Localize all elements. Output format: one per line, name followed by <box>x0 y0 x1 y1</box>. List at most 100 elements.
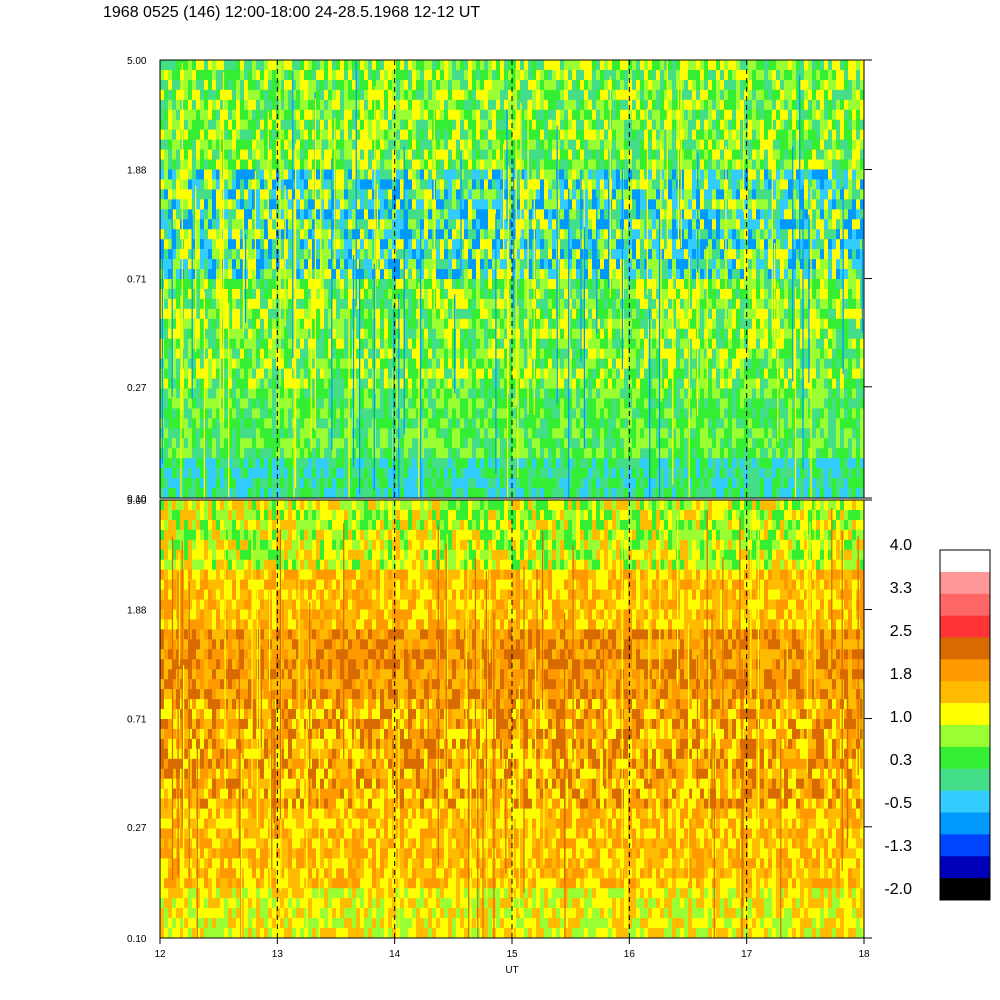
spectrogram-cell <box>604 348 609 360</box>
spectrogram-cell <box>588 129 593 141</box>
spectrogram-cell <box>524 288 529 300</box>
spectrogram-cell <box>492 129 497 141</box>
spectrogram-cell <box>260 298 265 310</box>
spectrogram-cell <box>356 259 361 270</box>
spectrogram-cell <box>560 318 565 330</box>
spectrogram-cell <box>588 478 593 489</box>
spectrogram-cell <box>324 129 329 141</box>
spectrogram-cell <box>388 398 393 409</box>
spectrogram-cell <box>340 279 345 290</box>
spectrogram-cell <box>404 358 409 369</box>
spectrogram-cell <box>480 199 485 210</box>
spectrogram-cell <box>252 488 257 499</box>
spectrogram-cell <box>484 448 489 459</box>
spectrogram-cell <box>164 418 169 429</box>
spectrogram-cell <box>472 189 477 200</box>
spectrogram-cell <box>344 269 349 280</box>
spectrogram-cell <box>552 378 557 389</box>
spectrogram-cell <box>248 219 253 230</box>
spectrogram-cell <box>500 448 505 459</box>
spectrogram-cell <box>428 249 433 260</box>
spectrogram-cell <box>448 179 453 190</box>
spectrogram-cell <box>364 109 369 121</box>
spectrogram-cell <box>272 338 277 350</box>
spectrogram-cell <box>160 69 165 81</box>
spectrogram-cell <box>480 308 485 320</box>
spectrogram-cell <box>264 398 269 409</box>
spectrogram-cell <box>384 408 389 419</box>
spectrogram-cell <box>288 438 293 449</box>
spectrogram-cell <box>200 338 205 350</box>
spectrogram-cell <box>192 249 197 260</box>
spectrogram-cell <box>472 318 477 330</box>
spectrogram-cell <box>164 468 169 479</box>
spectrogram-cell <box>456 239 461 250</box>
spectrogram-cell <box>496 418 501 429</box>
spectrogram-cell <box>560 388 565 399</box>
spectrogram-cell <box>484 179 489 190</box>
spectrogram-cell <box>292 109 297 121</box>
spectrogram-cell <box>208 398 213 409</box>
spectrogram-cell <box>448 288 453 300</box>
spectrogram-cell <box>200 60 205 71</box>
spectrogram-cell <box>552 119 557 131</box>
spectrogram-cell <box>452 199 457 210</box>
spectrogram-cell <box>184 79 189 91</box>
spectrogram-cell <box>300 438 305 449</box>
spectrogram-cell <box>540 149 545 160</box>
spectrogram-cell <box>380 139 385 150</box>
spectrogram-cell <box>308 219 313 230</box>
spectrogram-cell <box>508 189 513 200</box>
spectrogram-cell <box>224 109 229 121</box>
spectrogram-cell <box>248 89 253 101</box>
spectrogram-cell <box>540 99 545 111</box>
spectrogram-cell <box>504 318 509 330</box>
spectrogram-cell <box>360 288 365 300</box>
spectrogram-cell <box>460 398 465 409</box>
spectrogram-cell <box>184 348 189 360</box>
spectrogram-cell <box>376 199 381 210</box>
spectrogram-cell <box>188 89 193 101</box>
spectrogram-cell <box>316 428 321 439</box>
spectrogram-cell <box>168 378 173 389</box>
spectrogram-cell <box>416 388 421 399</box>
spectrogram-cell <box>564 129 569 141</box>
spectrogram-cell <box>332 378 337 389</box>
spectrogram-cell <box>592 209 597 220</box>
spectrogram-cell <box>316 448 321 459</box>
spectrogram-cell <box>356 288 361 300</box>
spectrogram-cell <box>544 388 549 399</box>
spectrogram-cell <box>540 179 545 190</box>
spectrogram-cell <box>600 448 605 459</box>
spectrogram-cell <box>308 428 313 439</box>
spectrogram-cell <box>276 308 281 320</box>
spectrogram-cell <box>576 209 581 220</box>
spectrogram-cell <box>188 468 193 479</box>
spectrogram-cell <box>228 438 233 449</box>
spectrogram-cell <box>452 189 457 200</box>
spectrogram-cell <box>240 388 245 399</box>
spectrogram-cell <box>228 119 233 131</box>
spectrogram-cell <box>400 428 405 439</box>
spectrogram-cell <box>544 119 549 131</box>
spectrogram-cell <box>424 179 429 190</box>
spectrogram-cell <box>528 239 533 250</box>
spectrogram-cell <box>168 358 173 369</box>
spectrogram-cell <box>352 488 357 499</box>
spectrogram-cell <box>544 279 549 290</box>
spectrogram-cell <box>436 428 441 439</box>
spectrogram-cell <box>264 239 269 250</box>
spectrogram-cell <box>384 229 389 240</box>
spectrogram-cell <box>400 458 405 469</box>
spectrogram-cell <box>376 79 381 91</box>
spectrogram-cell <box>164 249 169 260</box>
spectrogram-cell <box>500 368 505 379</box>
spectrogram-cell <box>572 119 577 131</box>
spectrogram-cell <box>436 438 441 449</box>
spectrogram-cell <box>488 69 493 81</box>
spectrogram-cell <box>340 458 345 469</box>
spectrogram-cell <box>360 99 365 111</box>
spectrogram-cell <box>448 279 453 290</box>
spectrogram-cell <box>504 458 509 469</box>
spectrogram-cell <box>360 338 365 350</box>
